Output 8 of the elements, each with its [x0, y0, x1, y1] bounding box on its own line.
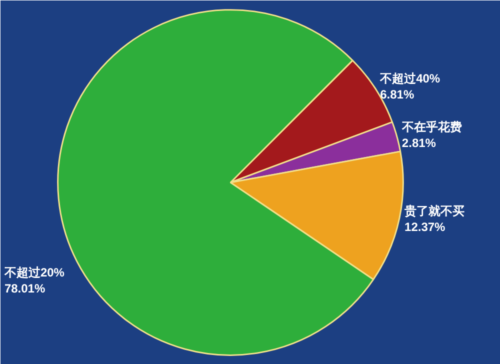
slice-label: 不超过20%: [3, 265, 65, 280]
data-label: 6.81%: [380, 87, 414, 102]
slice-label: 贵了就不买: [404, 204, 465, 218]
data-label: 12.37%: [404, 220, 446, 234]
data-label: 78.01%: [4, 281, 46, 296]
data-label: 2.81%: [402, 136, 436, 150]
slice-label: 不超过40%: [379, 71, 440, 86]
slice-label: 不在乎花费: [400, 120, 462, 134]
